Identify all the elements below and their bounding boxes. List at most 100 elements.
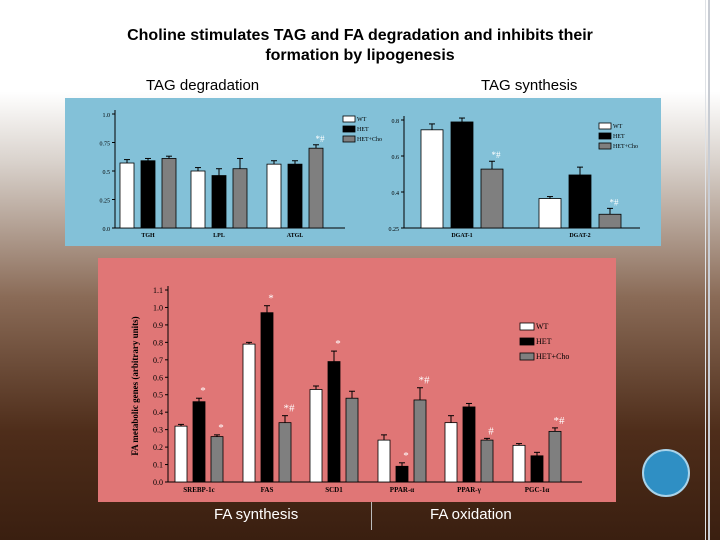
fa-metabolic-genes-y-tick-label: 1.1 bbox=[153, 286, 163, 295]
tag-degradation-bar bbox=[211, 175, 227, 229]
fa-metabolic-genes-significance-mark: # bbox=[488, 425, 494, 437]
fa-metabolic-genes-bar bbox=[242, 343, 256, 483]
tag-chart-panel: 0.0 0.25 0.5 0.75 1.0 TGH LPL ATGL *# WT HET HET+Ch… bbox=[65, 98, 661, 246]
fa-metabolic-genes-bar bbox=[512, 444, 526, 483]
tag-degradation-category-label: LPL bbox=[213, 233, 225, 239]
fa-metabolic-genes-bar bbox=[462, 406, 476, 483]
tag-synthesis-y-tick-label: 0.8 bbox=[392, 119, 400, 125]
tag-synthesis-legend-label: HET+Cho bbox=[613, 144, 638, 150]
fa-metabolic-genes-bar bbox=[377, 439, 391, 483]
fa-oxidation-label: FA oxidation bbox=[430, 506, 512, 523]
fa-metabolic-genes-bar bbox=[260, 312, 274, 483]
fa-metabolic-genes-bar bbox=[548, 430, 562, 483]
slide-title-line-2: formation by lipogenesis bbox=[265, 47, 455, 64]
tag-degradation-bar bbox=[232, 168, 248, 229]
tag-degradation-legend-swatch bbox=[342, 135, 356, 143]
fa-chart-panel: FA metabolic genes (arbitrary units) 0.0 0… bbox=[98, 258, 616, 502]
tag-synthesis-bar bbox=[450, 121, 474, 229]
tag-degradation-bar bbox=[161, 158, 177, 229]
bottom-divider bbox=[371, 502, 372, 530]
tag-degradation-bar bbox=[119, 162, 135, 229]
tag-synthesis-bar bbox=[598, 213, 622, 229]
tag-degradation-bar bbox=[287, 163, 303, 229]
tag-degradation-label: TAG degradation bbox=[146, 77, 260, 94]
fa-metabolic-genes-bar bbox=[192, 401, 206, 483]
tag-synthesis-y-tick-label: 0.6 bbox=[392, 155, 400, 161]
tag-degradation-y-tick-label: 0.25 bbox=[100, 199, 111, 205]
fa-metabolic-genes-significance-mark: * bbox=[335, 338, 341, 350]
fa-metabolic-genes-y-tick-label: 0.1 bbox=[153, 461, 163, 470]
fa-metabolic-genes-category-label: SREBP-1c bbox=[183, 486, 215, 494]
fa-metabolic-genes-y-tick-label: 0.5 bbox=[153, 391, 163, 400]
slide-frame-line-inner bbox=[705, 0, 706, 540]
tag-degradation-legend-label: HET+Cho bbox=[357, 137, 382, 143]
tag-synthesis-y-tick-label: 0.25 bbox=[389, 227, 400, 233]
fa-metabolic-genes-bar bbox=[278, 422, 292, 483]
tag-synthesis-y-tick-label: 0.4 bbox=[392, 191, 400, 197]
fa-metabolic-genes-y-tick-label: 0.2 bbox=[153, 443, 163, 452]
fa-metabolic-genes-y-tick-label: 0.9 bbox=[153, 321, 163, 330]
fa-metabolic-genes-category-label: PGC-1α bbox=[525, 486, 550, 494]
tag-synthesis-bar bbox=[538, 198, 562, 229]
tag-degradation-y-tick-label: 1.0 bbox=[103, 113, 111, 119]
fa-metabolic-genes-bar bbox=[327, 361, 341, 483]
slide-title-line-1: Choline stimulates TAG and FA degradatio… bbox=[127, 27, 593, 44]
tag-synthesis-legend-swatch bbox=[598, 132, 612, 140]
tag-degradation-y-tick-label: 0.75 bbox=[100, 142, 111, 148]
tag-degradation-category-label: ATGL bbox=[287, 233, 304, 239]
tag-degradation-y-tick-label: 0.0 bbox=[103, 227, 111, 233]
fa-metabolic-genes-bar bbox=[210, 436, 224, 483]
slide-title: Choline stimulates TAG and FA degradatio… bbox=[40, 26, 680, 66]
fa-metabolic-genes-bar bbox=[345, 397, 359, 483]
tag-charts-svg: 0.0 0.25 0.5 0.75 1.0 TGH LPL ATGL *# WT HET HET+Ch… bbox=[100, 110, 640, 239]
fa-metabolic-genes-bar bbox=[444, 422, 458, 483]
fa-metabolic-genes-y-tick-label: 0.7 bbox=[153, 356, 163, 365]
fa-metabolic-genes-legend-swatch bbox=[519, 322, 535, 331]
fa-metabolic-genes-significance-mark: * bbox=[268, 293, 274, 305]
fa-metabolic-genes-bar bbox=[530, 455, 544, 483]
fa-metabolic-genes-significance-mark: *# bbox=[419, 375, 431, 387]
slide-frame-line bbox=[708, 0, 710, 540]
tag-synthesis-category-label: DGAT-2 bbox=[569, 233, 590, 239]
fa-metabolic-genes-category-label: PPAR-γ bbox=[457, 486, 481, 494]
fa-metabolic-genes-bar bbox=[413, 399, 427, 483]
tag-synthesis-significance-mark: *# bbox=[492, 150, 502, 160]
tag-synthesis-legend-swatch bbox=[598, 122, 612, 130]
fa-metabolic-genes-bar bbox=[174, 425, 188, 483]
tag-degradation-legend-label: WT bbox=[357, 117, 367, 123]
fa-metabolic-genes-significance-mark: *# bbox=[554, 415, 566, 427]
tag-synthesis-bar bbox=[568, 174, 592, 229]
fa-metabolic-genes-category-label: SCD1 bbox=[325, 486, 343, 494]
fa-metabolic-genes-significance-mark: * bbox=[403, 450, 409, 462]
fa-chart-svg: FA metabolic genes (arbitrary units) 0.0 0… bbox=[130, 286, 582, 494]
tag-degradation-y-tick-label: 0.5 bbox=[103, 170, 111, 176]
tag-degradation-bar bbox=[140, 160, 156, 229]
fa-metabolic-genes-legend-swatch bbox=[519, 337, 535, 346]
tag-degradation-bar bbox=[308, 147, 324, 229]
fa-metabolic-genes-bar bbox=[309, 389, 323, 483]
tag-degradation-bar bbox=[266, 163, 282, 229]
fa-metabolic-genes-significance-mark: * bbox=[218, 422, 224, 434]
fa-metabolic-genes-significance-mark: *# bbox=[284, 403, 296, 415]
fa-metabolic-genes-y-tick-label: 1.0 bbox=[153, 303, 163, 312]
tag-synthesis-category-label: DGAT-1 bbox=[451, 233, 472, 239]
fa-synthesis-label: FA synthesis bbox=[214, 506, 299, 523]
tag-synthesis-label: TAG synthesis bbox=[481, 77, 578, 94]
fa-metabolic-genes-legend-swatch bbox=[519, 352, 535, 361]
fa-metabolic-genes-category-label: PPAR-α bbox=[390, 486, 414, 494]
tag-degradation-category-label: TGH bbox=[141, 233, 155, 239]
fa-metabolic-genes-legend-label: HET bbox=[536, 337, 552, 346]
slide-decoration-circle bbox=[642, 449, 690, 497]
fa-metabolic-genes-y-tick-label: 0.3 bbox=[153, 426, 163, 435]
tag-synthesis-bar bbox=[420, 129, 444, 229]
tag-synthesis-legend-swatch bbox=[598, 142, 612, 150]
fa-metabolic-genes-legend-label: HET+Cho bbox=[536, 352, 569, 361]
tag-degradation-legend-label: HET bbox=[357, 127, 369, 133]
fa-metabolic-genes-y-tick-label: 0.4 bbox=[153, 408, 163, 417]
tag-degradation-significance-mark: *# bbox=[316, 134, 326, 144]
tag-degradation-legend-swatch bbox=[342, 115, 356, 123]
fa-metabolic-genes-y-tick-label: 0.8 bbox=[153, 338, 163, 347]
fa-metabolic-genes-y-tick-label: 0.6 bbox=[153, 373, 163, 382]
fa-metabolic-genes-category-label: FAS bbox=[261, 486, 274, 494]
fa-metabolic-genes-bar bbox=[395, 465, 409, 483]
